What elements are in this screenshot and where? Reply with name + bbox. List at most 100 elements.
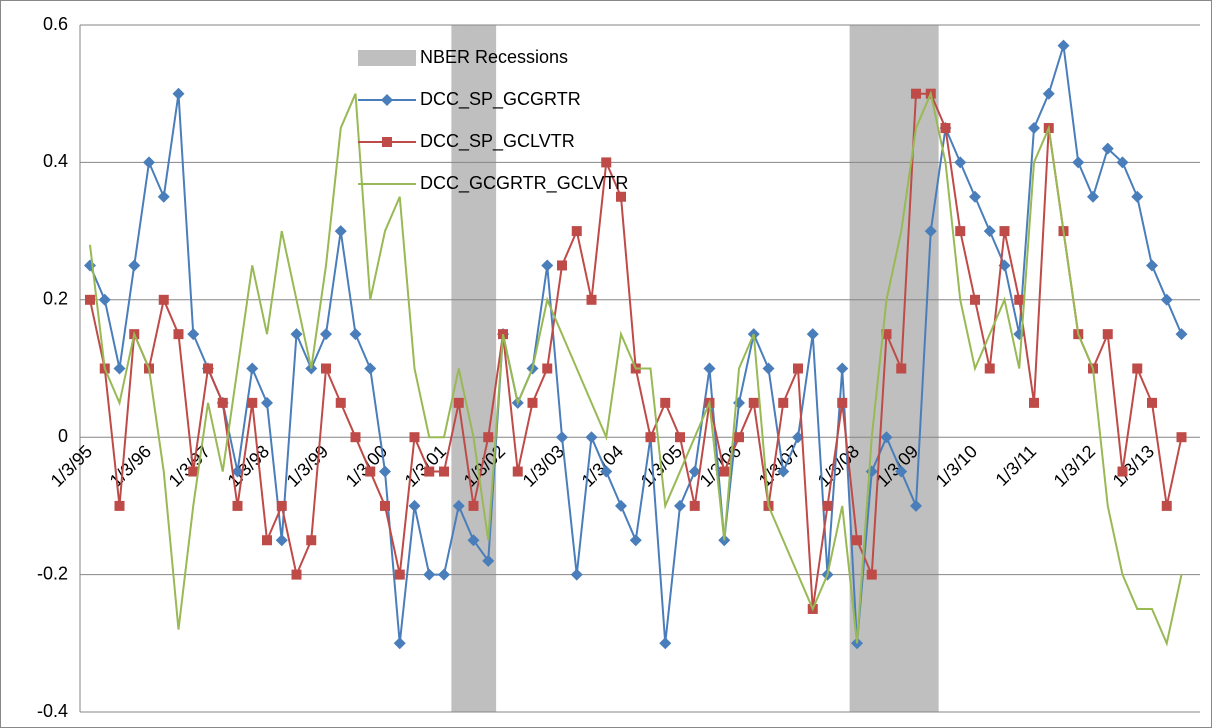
point — [600, 465, 613, 478]
point — [1072, 156, 1085, 169]
point — [173, 329, 184, 340]
point — [113, 362, 126, 375]
point — [629, 534, 642, 547]
point — [1057, 39, 1070, 52]
point — [793, 363, 803, 374]
point — [645, 432, 656, 443]
point — [334, 225, 347, 238]
point — [203, 363, 213, 374]
point — [689, 500, 700, 511]
point — [408, 499, 421, 512]
point — [188, 466, 199, 477]
series-line — [89, 90, 1183, 647]
point — [393, 637, 406, 650]
point — [349, 328, 362, 341]
point — [570, 568, 583, 581]
point — [777, 465, 790, 478]
point — [290, 328, 303, 341]
point — [275, 534, 288, 547]
recession-bar — [923, 25, 939, 712]
point — [482, 554, 495, 567]
point — [1175, 328, 1188, 341]
point — [1101, 142, 1114, 155]
point — [276, 500, 287, 511]
point — [837, 397, 848, 408]
point — [688, 465, 701, 478]
point — [880, 431, 893, 444]
point — [703, 362, 716, 375]
point — [969, 190, 981, 203]
point — [187, 328, 200, 341]
recession-bar — [466, 25, 482, 712]
point — [128, 259, 141, 272]
point — [172, 87, 185, 100]
point — [424, 466, 435, 477]
point — [778, 397, 789, 408]
y-tick-label: -0.4 — [37, 701, 68, 721]
point — [438, 568, 450, 581]
point — [335, 397, 346, 408]
point — [541, 259, 554, 272]
recession-bar — [908, 25, 924, 712]
point — [940, 123, 951, 134]
point — [601, 157, 612, 168]
point — [1087, 190, 1099, 203]
point — [98, 293, 111, 306]
point — [1132, 363, 1143, 374]
point — [246, 362, 259, 375]
y-tick-label: -0.2 — [37, 563, 68, 583]
point — [114, 500, 125, 511]
legend-label: DCC_SP_GCGRTR — [420, 89, 581, 110]
point — [542, 363, 553, 374]
point — [586, 294, 597, 305]
point — [881, 329, 892, 340]
point — [453, 397, 464, 408]
point — [806, 328, 819, 341]
point — [748, 397, 759, 408]
point — [792, 431, 804, 444]
point — [423, 568, 436, 581]
point — [380, 500, 390, 511]
point — [984, 363, 995, 374]
point — [261, 396, 273, 409]
point — [762, 362, 775, 375]
recession-bar — [879, 25, 895, 712]
point — [262, 535, 272, 546]
y-tick-label: 0.4 — [43, 151, 68, 171]
recession-bar — [864, 25, 880, 712]
point — [911, 88, 921, 99]
point — [675, 432, 685, 443]
point — [379, 465, 391, 478]
y-tick-label: 0 — [58, 426, 68, 446]
point — [896, 363, 907, 374]
point — [910, 499, 922, 512]
point — [1014, 294, 1025, 305]
point — [364, 362, 377, 375]
point — [143, 156, 155, 169]
point — [616, 191, 626, 202]
point — [822, 500, 833, 511]
point — [1042, 87, 1055, 100]
point — [483, 432, 494, 443]
point — [1028, 122, 1040, 135]
legend-swatch — [358, 50, 416, 66]
point — [291, 569, 302, 580]
point — [320, 328, 332, 341]
point — [615, 499, 627, 512]
point — [467, 534, 480, 547]
point — [1160, 293, 1173, 306]
point — [1176, 432, 1187, 443]
point — [970, 294, 980, 305]
point — [955, 226, 966, 237]
point — [321, 363, 331, 374]
point — [983, 225, 996, 238]
point — [924, 225, 937, 238]
point — [1146, 259, 1158, 272]
point — [866, 569, 877, 580]
point — [409, 432, 420, 443]
point — [1147, 397, 1157, 408]
point — [85, 294, 95, 305]
legend-marker — [381, 94, 393, 106]
point — [439, 466, 449, 477]
point — [674, 499, 686, 512]
